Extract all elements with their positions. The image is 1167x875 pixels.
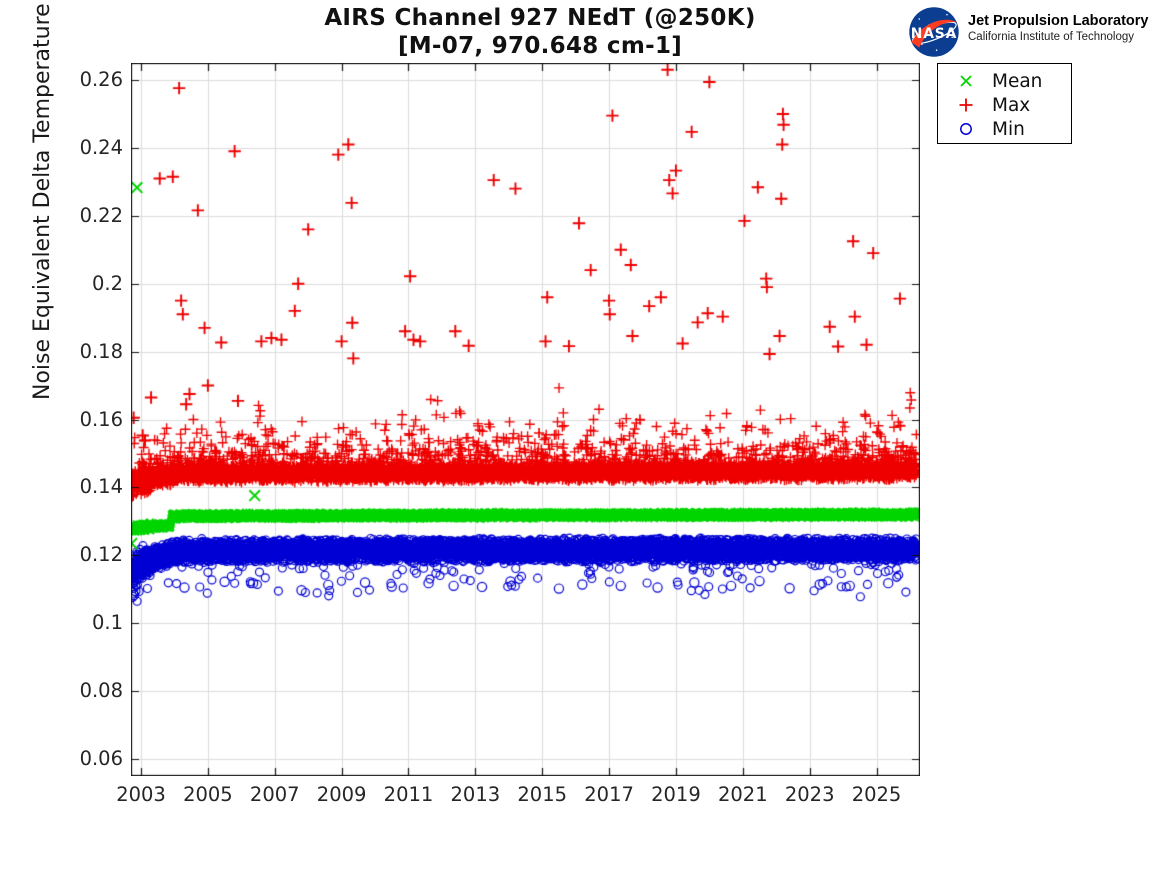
x-tick-label: 2025 — [851, 783, 902, 806]
x-tick-label: 2019 — [651, 783, 701, 806]
x-tick-label: 2009 — [316, 783, 367, 806]
legend-label: Mean — [992, 70, 1043, 92]
x-tick-label: 2011 — [383, 783, 434, 806]
plot-canvas — [131, 63, 920, 776]
chart-title: AIRS Channel 927 NEdT (@250K) — [324, 5, 756, 31]
x-tick-label: 2013 — [450, 783, 501, 806]
y-tick-label: 0.2 — [91, 271, 123, 295]
nasa-wordmark: NASA — [911, 26, 958, 42]
y-tick-label: 0.06 — [79, 747, 123, 771]
x-tick-label: 2017 — [584, 783, 634, 806]
x-tick-label: 2023 — [784, 783, 835, 806]
x-tick-label: 2021 — [717, 783, 768, 806]
y-tick-label: 0.14 — [79, 475, 123, 499]
legend-item-mean: Mean — [938, 69, 1071, 93]
y-tick-label: 0.12 — [79, 543, 123, 567]
jpl-logo-text: Jet Propulsion Laboratory California Ins… — [968, 12, 1148, 45]
y-tick-label: 0.18 — [79, 339, 123, 363]
y-tick-label: 0.08 — [79, 679, 123, 703]
legend-label: Min — [992, 118, 1025, 140]
x-tick-label: 2015 — [517, 783, 568, 806]
legend-item-min: Min — [938, 117, 1071, 141]
jpl-subtitle: California Institute of Technology — [968, 31, 1134, 43]
circle-marker-icon — [960, 123, 972, 135]
plot-area — [131, 63, 920, 776]
y-tick-label: 0.22 — [79, 203, 123, 227]
y-tick-label: 0.24 — [79, 135, 123, 159]
jpl-name: Jet Propulsion Laboratory — [968, 13, 1149, 29]
legend-label: Max — [992, 94, 1031, 116]
plus-marker-icon — [959, 98, 973, 112]
chart-subtitle: [M-07, 970.648 cm-1] — [397, 33, 683, 59]
jpl-logo: NASA Jet Propulsion Laboratory Californi… — [906, 5, 1166, 59]
x-tick-label: 2007 — [249, 783, 300, 806]
legend: Mean Max Min — [937, 63, 1072, 144]
y-tick-label: 0.26 — [79, 67, 123, 91]
y-tick-label: 0.1 — [91, 611, 123, 635]
y-tick-label: 0.16 — [79, 407, 123, 431]
legend-item-max: Max — [938, 93, 1071, 117]
chart-title-block: AIRS Channel 927 NEdT (@250K) [M-07, 970… — [140, 4, 940, 60]
nasa-meatball-icon: NASA — [909, 7, 959, 57]
x-tick-label: 2005 — [183, 783, 233, 806]
x-tick-label: 2003 — [116, 783, 166, 806]
x-marker-icon — [960, 75, 972, 87]
